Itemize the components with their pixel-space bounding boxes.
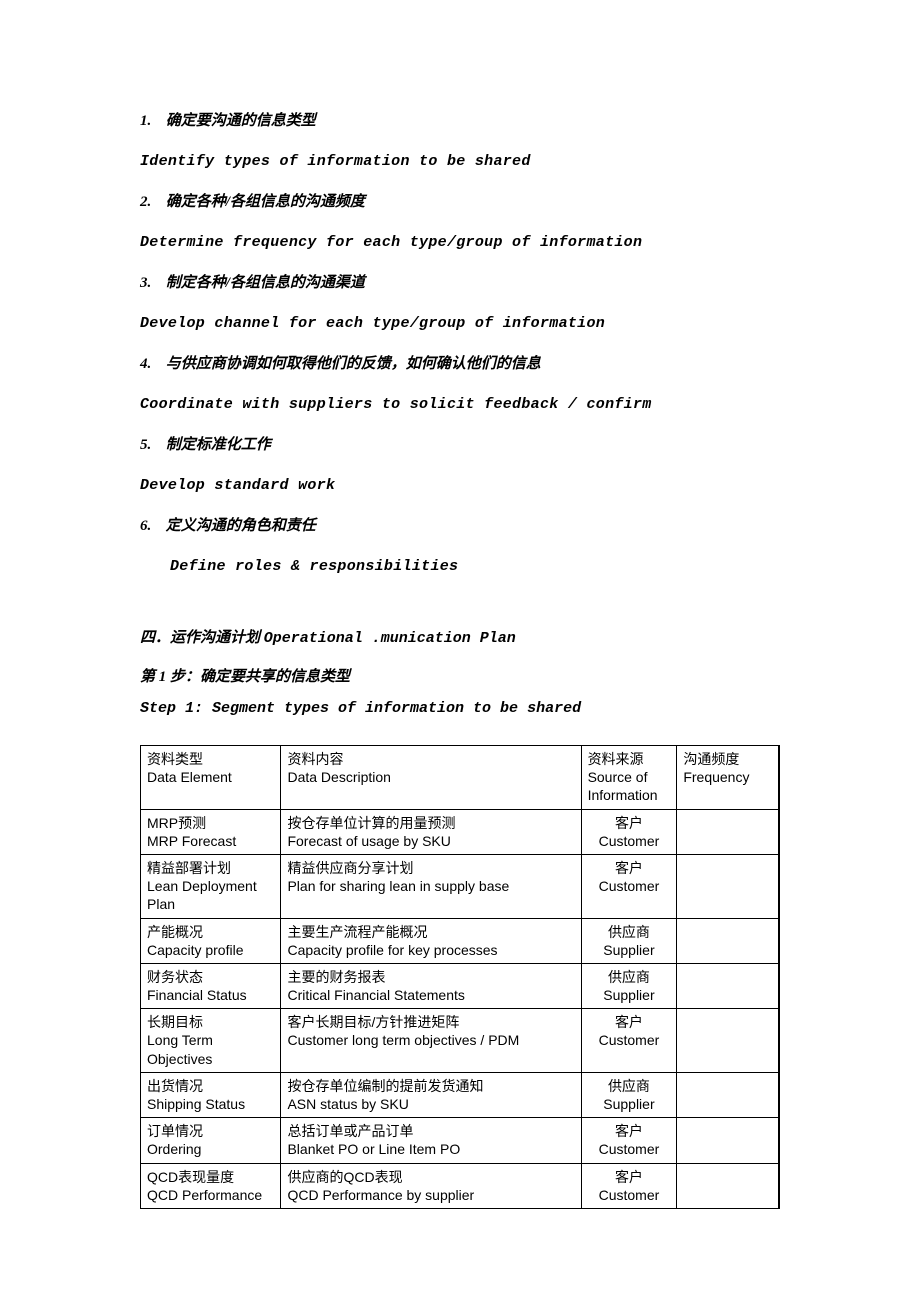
item-en: Determine frequency for each type/group … bbox=[140, 232, 780, 255]
cell-frequency bbox=[677, 1072, 779, 1117]
cell-frequency bbox=[677, 1163, 779, 1208]
item-en: Develop standard work bbox=[140, 475, 780, 498]
cell-frequency bbox=[677, 1009, 779, 1073]
cell-description: 供应商的QCD表现QCD Performance by supplier bbox=[281, 1163, 581, 1208]
cell-description: 主要的财务报表Critical Financial Statements bbox=[281, 963, 581, 1008]
cell-description: 按仓存单位编制的提前发货通知ASN status by SKU bbox=[281, 1072, 581, 1117]
item-cn: 制定各种/各组信息的沟通渠道 bbox=[166, 275, 365, 291]
item-number: 1. bbox=[140, 110, 162, 133]
cell-element: QCD表现量度QCD Performance bbox=[141, 1163, 281, 1208]
item-cn: 定义沟通的角色和责任 bbox=[166, 518, 316, 534]
section-heading: 四．运作沟通计划 Operational .munication Plan bbox=[140, 626, 780, 647]
table-header-row: 资料类型 Data Element 资料内容 Data Description … bbox=[141, 746, 780, 810]
item-en: Define roles & responsibilities bbox=[170, 556, 780, 579]
cell-element: 财务状态Financial Status bbox=[141, 963, 281, 1008]
cell-description: 主要生产流程产能概况Capacity profile for key proce… bbox=[281, 918, 581, 963]
cell-description: 客户长期目标/方针推进矩阵Customer long term objectiv… bbox=[281, 1009, 581, 1073]
table-row: MRP预测MRP Forecast按仓存单位计算的用量预测Forecast of… bbox=[141, 809, 780, 854]
cell-source: 供应商Supplier bbox=[581, 963, 677, 1008]
list-item: 5. 制定标准化工作 bbox=[140, 434, 780, 457]
list-item: 4. 与供应商协调如何取得他们的反馈，如何确认他们的信息 bbox=[140, 353, 780, 376]
item-cn: 与供应商协调如何取得他们的反馈，如何确认他们的信息 bbox=[166, 356, 541, 372]
list-item: 3. 制定各种/各组信息的沟通渠道 bbox=[140, 272, 780, 295]
cell-description: 精益供应商分享计划Plan for sharing lean in supply… bbox=[281, 854, 581, 918]
cell-element: 产能概况Capacity profile bbox=[141, 918, 281, 963]
item-number: 5. bbox=[140, 434, 162, 457]
cell-description: 总括订单或产品订单Blanket PO or Line Item PO bbox=[281, 1118, 581, 1163]
cell-element: 订单情况Ordering bbox=[141, 1118, 281, 1163]
cell-element: MRP预测MRP Forecast bbox=[141, 809, 281, 854]
heading-en: Operational .munication Plan bbox=[264, 630, 516, 647]
cell-source: 供应商Supplier bbox=[581, 1072, 677, 1117]
th-source: 资料来源 Source of Information bbox=[581, 746, 677, 810]
step-heading-cn: 第 1 步：确定要共享的信息类型 bbox=[140, 665, 780, 686]
cell-frequency bbox=[677, 1118, 779, 1163]
item-number: 2. bbox=[140, 191, 162, 214]
item-number: 4. bbox=[140, 353, 162, 376]
table-row: 产能概况Capacity profile主要生产流程产能概况Capacity p… bbox=[141, 918, 780, 963]
item-en: Coordinate with suppliers to solicit fee… bbox=[140, 394, 780, 417]
th-data-element: 资料类型 Data Element bbox=[141, 746, 281, 810]
information-table: 资料类型 Data Element 资料内容 Data Description … bbox=[140, 745, 780, 1209]
cell-source: 客户Customer bbox=[581, 1118, 677, 1163]
cell-frequency bbox=[677, 918, 779, 963]
cell-source: 客户Customer bbox=[581, 1163, 677, 1208]
cell-source: 供应商Supplier bbox=[581, 918, 677, 963]
th-frequency: 沟通频度 Frequency bbox=[677, 746, 779, 810]
item-en: Develop channel for each type/group of i… bbox=[140, 313, 780, 336]
steps-list: 1. 确定要沟通的信息类型 Identify types of informat… bbox=[140, 110, 780, 578]
list-item: 2. 确定各种/各组信息的沟通频度 bbox=[140, 191, 780, 214]
item-number: 6. bbox=[140, 515, 162, 538]
table-row: 出货情况Shipping Status按仓存单位编制的提前发货通知ASN sta… bbox=[141, 1072, 780, 1117]
cell-element: 出货情况Shipping Status bbox=[141, 1072, 281, 1117]
list-item: 1. 确定要沟通的信息类型 bbox=[140, 110, 780, 133]
cell-frequency bbox=[677, 809, 779, 854]
item-cn: 确定各种/各组信息的沟通频度 bbox=[166, 194, 365, 210]
table-row: QCD表现量度QCD Performance供应商的QCD表现QCD Perfo… bbox=[141, 1163, 780, 1208]
heading-cn: 四．运作沟通计划 bbox=[140, 630, 260, 646]
item-cn: 制定标准化工作 bbox=[166, 437, 271, 453]
item-number: 3. bbox=[140, 272, 162, 295]
cell-frequency bbox=[677, 963, 779, 1008]
list-item: 6. 定义沟通的角色和责任 bbox=[140, 515, 780, 538]
table-row: 财务状态Financial Status主要的财务报表Critical Fina… bbox=[141, 963, 780, 1008]
table-row: 订单情况Ordering总括订单或产品订单Blanket PO or Line … bbox=[141, 1118, 780, 1163]
cell-source: 客户Customer bbox=[581, 854, 677, 918]
cell-frequency bbox=[677, 854, 779, 918]
item-cn: 确定要沟通的信息类型 bbox=[166, 113, 316, 129]
step-heading-en: Step 1: Segment types of information to … bbox=[140, 700, 780, 717]
cell-source: 客户Customer bbox=[581, 1009, 677, 1073]
table-row: 精益部署计划Lean Deployment Plan精益供应商分享计划Plan … bbox=[141, 854, 780, 918]
item-en: Identify types of information to be shar… bbox=[140, 151, 780, 174]
cell-description: 按仓存单位计算的用量预测Forecast of usage by SKU bbox=[281, 809, 581, 854]
cell-element: 长期目标Long Term Objectives bbox=[141, 1009, 281, 1073]
th-data-description: 资料内容 Data Description bbox=[281, 746, 581, 810]
table-row: 长期目标Long Term Objectives客户长期目标/方针推进矩阵Cus… bbox=[141, 1009, 780, 1073]
cell-source: 客户Customer bbox=[581, 809, 677, 854]
cell-element: 精益部署计划Lean Deployment Plan bbox=[141, 854, 281, 918]
